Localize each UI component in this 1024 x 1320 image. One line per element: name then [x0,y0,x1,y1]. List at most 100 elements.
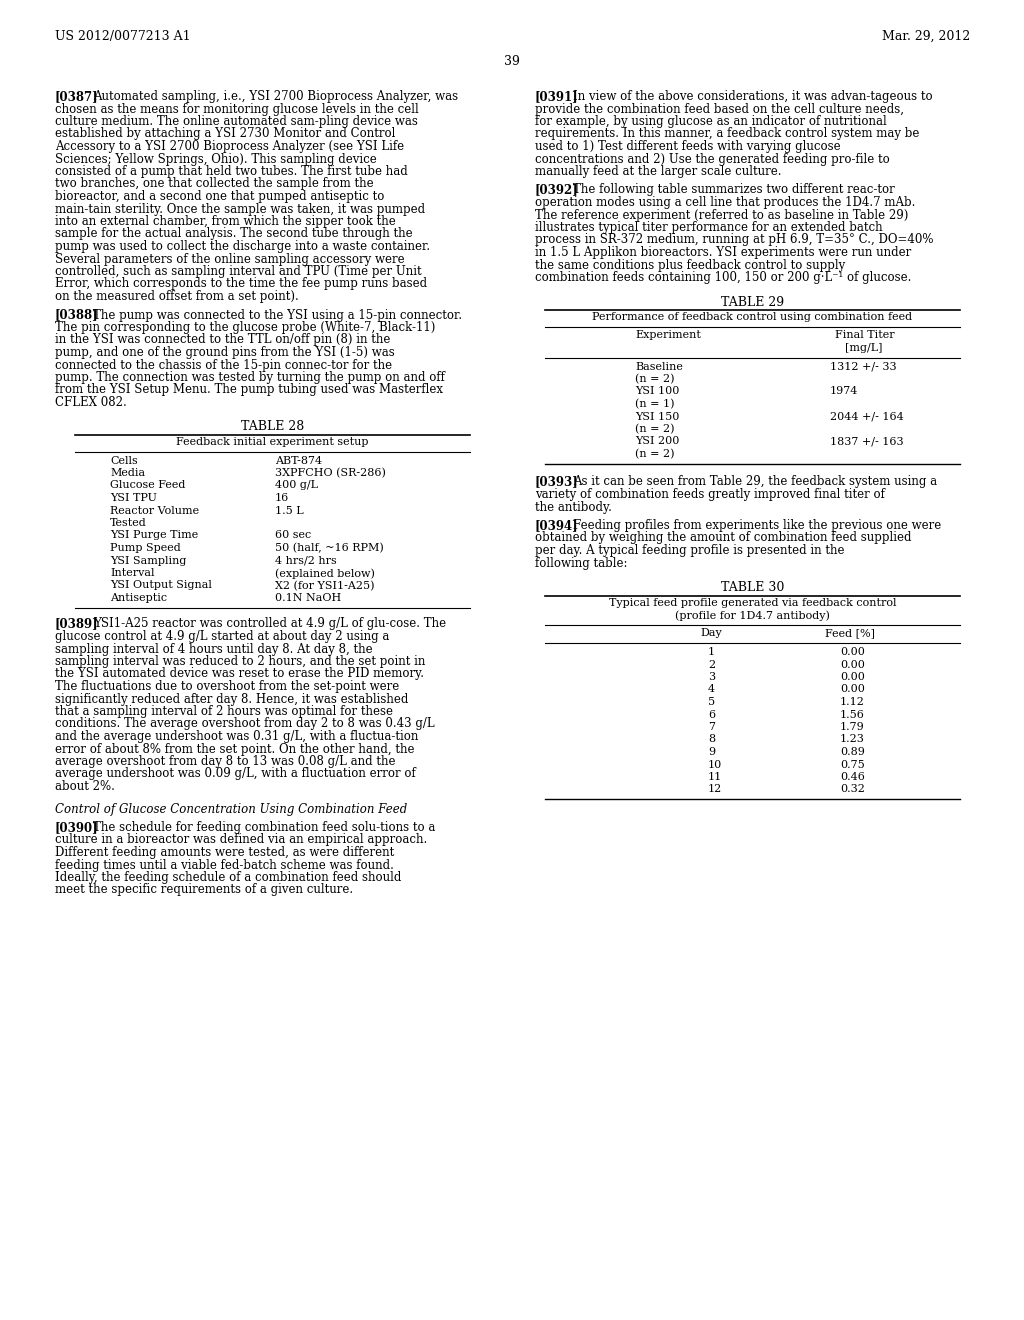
Text: operation modes using a cell line that produces the 1D4.7 mAb.: operation modes using a cell line that p… [535,195,915,209]
Text: The pump was connected to the YSI using a 15-pin connector.: The pump was connected to the YSI using … [93,309,462,322]
Text: provide the combination feed based on the cell culture needs,: provide the combination feed based on th… [535,103,904,116]
Text: The following table summarizes two different reac-tor: The following table summarizes two diffe… [573,183,895,197]
Text: in 1.5 L Applikon bioreactors. YSI experiments were run under: in 1.5 L Applikon bioreactors. YSI exper… [535,246,911,259]
Text: Feedback initial experiment setup: Feedback initial experiment setup [176,437,369,447]
Text: 5: 5 [708,697,715,708]
Text: Different feeding amounts were tested, as were different: Different feeding amounts were tested, a… [55,846,394,859]
Text: [0390]: [0390] [55,821,98,834]
Text: 7: 7 [708,722,715,733]
Text: 39: 39 [504,55,520,69]
Text: 0.75: 0.75 [840,759,864,770]
Text: X2 (for YSI1-A25): X2 (for YSI1-A25) [275,581,375,591]
Text: 6: 6 [708,710,715,719]
Text: (n = 2): (n = 2) [635,424,675,434]
Text: 9: 9 [708,747,715,756]
Text: into an external chamber, from which the sipper took the: into an external chamber, from which the… [55,215,395,228]
Text: 0.1N NaOH: 0.1N NaOH [275,593,341,603]
Text: connected to the chassis of the 15-pin connec-tor for the: connected to the chassis of the 15-pin c… [55,359,392,371]
Text: Automated sampling, i.e., YSI 2700 Bioprocess Analyzer, was: Automated sampling, i.e., YSI 2700 Biopr… [93,90,458,103]
Text: 60 sec: 60 sec [275,531,311,540]
Text: Baseline: Baseline [635,362,683,371]
Text: [0394]: [0394] [535,519,579,532]
Text: YSI 200: YSI 200 [635,437,679,446]
Text: 0.00: 0.00 [840,685,865,694]
Text: main-tain sterility. Once the sample was taken, it was pumped: main-tain sterility. Once the sample was… [55,202,425,215]
Text: conditions. The average overshoot from day 2 to 8 was 0.43 g/L: conditions. The average overshoot from d… [55,718,434,730]
Text: (n = 2): (n = 2) [635,374,675,384]
Text: sampling interval of 4 hours until day 8. At day 8, the: sampling interval of 4 hours until day 8… [55,643,373,656]
Text: 0.00: 0.00 [840,660,865,669]
Text: Control of Glucose Concentration Using Combination Feed: Control of Glucose Concentration Using C… [55,803,408,816]
Text: average undershoot was 0.09 g/L, with a fluctuation error of: average undershoot was 0.09 g/L, with a … [55,767,416,780]
Text: 8: 8 [708,734,715,744]
Text: Sciences; Yellow Springs, Ohio). This sampling device: Sciences; Yellow Springs, Ohio). This sa… [55,153,377,165]
Text: Several parameters of the online sampling accessory were: Several parameters of the online samplin… [55,252,404,265]
Text: YSI Output Signal: YSI Output Signal [110,581,212,590]
Text: Media: Media [110,469,145,478]
Text: chosen as the means for monitoring glucose levels in the cell: chosen as the means for monitoring gluco… [55,103,419,116]
Text: pump, and one of the ground pins from the YSI (1-5) was: pump, and one of the ground pins from th… [55,346,394,359]
Text: 16: 16 [275,492,289,503]
Text: 1837 +/- 163: 1837 +/- 163 [830,437,903,446]
Text: YSI1-A25 reactor was controlled at 4.9 g/L of glu-cose. The: YSI1-A25 reactor was controlled at 4.9 g… [93,618,446,631]
Text: 0.32: 0.32 [840,784,865,795]
Text: TABLE 28: TABLE 28 [241,421,304,433]
Text: the antibody.: the antibody. [535,500,612,513]
Text: Feeding profiles from experiments like the previous one were: Feeding profiles from experiments like t… [573,519,941,532]
Text: Mar. 29, 2012: Mar. 29, 2012 [882,30,970,44]
Text: Pump Speed: Pump Speed [110,543,181,553]
Text: 2044 +/- 164: 2044 +/- 164 [830,412,904,421]
Text: for example, by using glucose as an indicator of nutritional: for example, by using glucose as an indi… [535,115,887,128]
Text: used to 1) Test different feeds with varying glucose: used to 1) Test different feeds with var… [535,140,841,153]
Text: that a sampling interval of 2 hours was optimal for these: that a sampling interval of 2 hours was … [55,705,393,718]
Text: [0392]: [0392] [535,183,579,197]
Text: 3: 3 [708,672,715,682]
Text: Antiseptic: Antiseptic [110,593,167,603]
Text: 3XPFCHO (SR-286): 3XPFCHO (SR-286) [275,469,386,478]
Text: Performance of feedback control using combination feed: Performance of feedback control using co… [593,312,912,322]
Text: obtained by weighing the amount of combination feed supplied: obtained by weighing the amount of combi… [535,532,911,544]
Text: The pin corresponding to the glucose probe (White-7, Black-11): The pin corresponding to the glucose pro… [55,321,435,334]
Text: process in SR-372 medium, running at pH 6.9, T=35° C., DO=40%: process in SR-372 medium, running at pH … [535,234,934,247]
Text: The fluctuations due to overshoot from the set-point were: The fluctuations due to overshoot from t… [55,680,399,693]
Text: manually feed at the larger scale culture.: manually feed at the larger scale cultur… [535,165,781,178]
Text: 1974: 1974 [830,387,858,396]
Text: established by attaching a YSI 2730 Monitor and Control: established by attaching a YSI 2730 Moni… [55,128,395,140]
Text: [0387]: [0387] [55,90,98,103]
Text: 0.89: 0.89 [840,747,865,756]
Text: YSI Purge Time: YSI Purge Time [110,531,199,540]
Text: 1.5 L: 1.5 L [275,506,304,516]
Text: YSI 100: YSI 100 [635,387,679,396]
Text: 10: 10 [708,759,722,770]
Text: The reference experiment (referred to as baseline in Table 29): The reference experiment (referred to as… [535,209,908,222]
Text: In view of the above considerations, it was advan-tageous to: In view of the above considerations, it … [573,90,933,103]
Text: 1.23: 1.23 [840,734,865,744]
Text: (n = 2): (n = 2) [635,449,675,459]
Text: 1.56: 1.56 [840,710,865,719]
Text: (profile for 1D4.7 antibody): (profile for 1D4.7 antibody) [675,610,829,620]
Text: Tested: Tested [110,517,146,528]
Text: Glucose Feed: Glucose Feed [110,480,185,491]
Text: [mg/L]: [mg/L] [845,343,883,352]
Text: the same conditions plus feedback control to supply: the same conditions plus feedback contro… [535,259,845,272]
Text: about 2%.: about 2%. [55,780,115,793]
Text: 0.00: 0.00 [840,647,865,657]
Text: pump was used to collect the discharge into a waste container.: pump was used to collect the discharge i… [55,240,430,253]
Text: illustrates typical titer performance for an extended batch: illustrates typical titer performance fo… [535,220,883,234]
Text: 4 hrs/2 hrs: 4 hrs/2 hrs [275,556,337,565]
Text: two branches, one that collected the sample from the: two branches, one that collected the sam… [55,177,374,190]
Text: Experiment: Experiment [635,330,700,341]
Text: [0388]: [0388] [55,309,98,322]
Text: in the YSI was connected to the TTL on/off pin (8) in the: in the YSI was connected to the TTL on/o… [55,334,390,346]
Text: Typical feed profile generated via feedback control: Typical feed profile generated via feedb… [608,598,896,607]
Text: Reactor Volume: Reactor Volume [110,506,199,516]
Text: controlled, such as sampling interval and TPU (Time per Unit: controlled, such as sampling interval an… [55,265,422,279]
Text: 1312 +/- 33: 1312 +/- 33 [830,362,897,371]
Text: 400 g/L: 400 g/L [275,480,318,491]
Text: culture in a bioreactor was defined via an empirical approach.: culture in a bioreactor was defined via … [55,833,427,846]
Text: YSI TPU: YSI TPU [110,492,157,503]
Text: 12: 12 [708,784,722,795]
Text: TABLE 30: TABLE 30 [721,581,784,594]
Text: meet the specific requirements of a given culture.: meet the specific requirements of a give… [55,883,353,896]
Text: pump. The connection was tested by turning the pump on and off: pump. The connection was tested by turni… [55,371,444,384]
